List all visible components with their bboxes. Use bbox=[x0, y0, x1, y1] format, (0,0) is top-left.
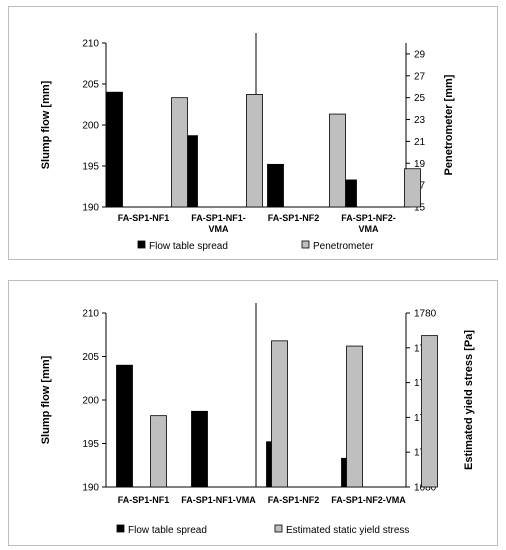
y-axis-title: Slump flow [mm] bbox=[40, 355, 52, 444]
y2-tick-label: 15 bbox=[414, 203, 426, 214]
legend-swatch bbox=[301, 240, 310, 249]
y2-tick-label: 21 bbox=[414, 137, 426, 148]
y-tick-label: 205 bbox=[82, 80, 99, 91]
bar-flow-table-spread-2 bbox=[191, 410, 208, 488]
y2-tick-label: 27 bbox=[414, 71, 426, 82]
legend-label: Flow table spread bbox=[149, 241, 228, 252]
y-tick-label: 195 bbox=[82, 439, 99, 450]
category-label: FA-SP1-NF2-VMA bbox=[331, 495, 406, 505]
y2-tick-label: 29 bbox=[414, 49, 426, 60]
y2-axis-title: Penetrometer [mm] bbox=[443, 74, 455, 175]
bar-secondary-1 bbox=[171, 97, 188, 208]
category-label: FA-SP1-NF1 bbox=[118, 213, 170, 223]
y2-tick-label: 19 bbox=[414, 159, 426, 170]
category-label: FA-SP1-NF2 bbox=[268, 213, 320, 223]
y-tick-label: 205 bbox=[82, 352, 99, 363]
category-label: FA-SP1-NF2 bbox=[268, 495, 320, 505]
y-axis-title: Slump flow [mm] bbox=[40, 80, 52, 169]
legend-swatch bbox=[116, 524, 125, 533]
chart-panel-penetrometer: 1901952002052101517192123252729FA-SP1-NF… bbox=[8, 6, 498, 260]
y2-tick-label: 23 bbox=[414, 115, 426, 126]
y2-tick-label: 1680 bbox=[414, 483, 437, 494]
legend-label: Estimated static yield stress bbox=[286, 525, 409, 536]
y-tick-label: 190 bbox=[82, 483, 99, 494]
y-tick-label: 210 bbox=[82, 39, 99, 50]
bar-flow-table-spread-1 bbox=[106, 91, 123, 208]
bar-secondary-3 bbox=[329, 113, 346, 208]
bar-secondary-4 bbox=[404, 168, 421, 208]
y2-tick-label: 25 bbox=[414, 93, 426, 104]
category-label: VMA bbox=[209, 224, 230, 234]
chart-penetrometer: 1901952002052101517192123252729FA-SP1-NF… bbox=[40, 33, 455, 252]
legend-label: Penetrometer bbox=[313, 241, 374, 252]
category-label: FA-SP1-NF1-VMA bbox=[181, 495, 256, 505]
chart-panel-yield-stress: 190195200205210168017001720174017601780F… bbox=[8, 280, 498, 546]
category-label: FA-SP1-NF2- bbox=[341, 213, 396, 223]
category-label: VMA bbox=[359, 224, 380, 234]
y-tick-label: 200 bbox=[82, 121, 99, 132]
y2-axis-title: Estimated yield stress [Pa] bbox=[463, 330, 475, 470]
chart-yield-stress: 190195200205210168017001720174017601780F… bbox=[40, 303, 475, 536]
y-tick-label: 190 bbox=[82, 203, 99, 214]
bar-flow-table-spread-3 bbox=[267, 163, 284, 208]
category-label: FA-SP1-NF1- bbox=[191, 213, 246, 223]
category-label: FA-SP1-NF1 bbox=[118, 495, 170, 505]
y-tick-label: 195 bbox=[82, 162, 99, 173]
bar-secondary-1 bbox=[150, 415, 167, 488]
legend-label: Flow table spread bbox=[128, 525, 207, 536]
bar-secondary-4 bbox=[421, 335, 438, 488]
bar-secondary-2 bbox=[246, 93, 263, 208]
bar-secondary-2 bbox=[271, 340, 288, 488]
bar-flow-table-spread-1 bbox=[116, 364, 133, 488]
y-tick-label: 200 bbox=[82, 396, 99, 407]
legend-swatch bbox=[274, 524, 283, 533]
y-tick-label: 210 bbox=[82, 309, 99, 320]
bar-secondary-3 bbox=[346, 345, 363, 488]
y2-tick-label: 1780 bbox=[414, 309, 437, 320]
legend-swatch bbox=[137, 240, 146, 249]
